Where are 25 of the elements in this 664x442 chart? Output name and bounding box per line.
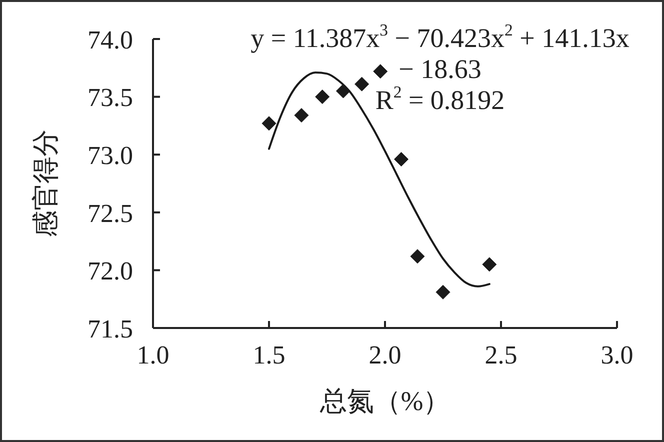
y-tick-label: 74.0 — [88, 25, 133, 54]
x-tick-label: 1.0 — [136, 340, 170, 370]
x-axis-title: 总氮（%） — [318, 386, 450, 416]
point — [410, 249, 425, 264]
y-axis-title: 感官得分 — [30, 130, 61, 238]
point — [482, 257, 497, 272]
x-tick-label: 1.5 — [252, 340, 286, 370]
x-tick-label: 2.5 — [484, 340, 518, 370]
point — [336, 84, 350, 98]
y-tick-label: 72.5 — [88, 198, 133, 228]
point — [315, 90, 330, 104]
point — [354, 76, 370, 92]
y-tick-label: 73.0 — [88, 140, 133, 170]
point — [373, 64, 388, 79]
point — [294, 108, 309, 123]
point — [262, 116, 276, 131]
text: y = 11.387x$^{3}$ − 70.423x$^{2}$ + 141.13x − 18.63 — [250, 20, 630, 84]
x-tick-label: 3.0 — [600, 340, 634, 370]
x-tick-label: 2.0 — [368, 340, 402, 370]
y-tick-label: 72.0 — [88, 256, 133, 286]
y-tick-label: 71.5 — [88, 314, 133, 344]
annotation: R$^{2}$ = 0.8192 — [374, 82, 506, 116]
y-tick-label: 73.5 — [88, 83, 133, 112]
point — [436, 284, 450, 300]
point — [394, 152, 408, 166]
